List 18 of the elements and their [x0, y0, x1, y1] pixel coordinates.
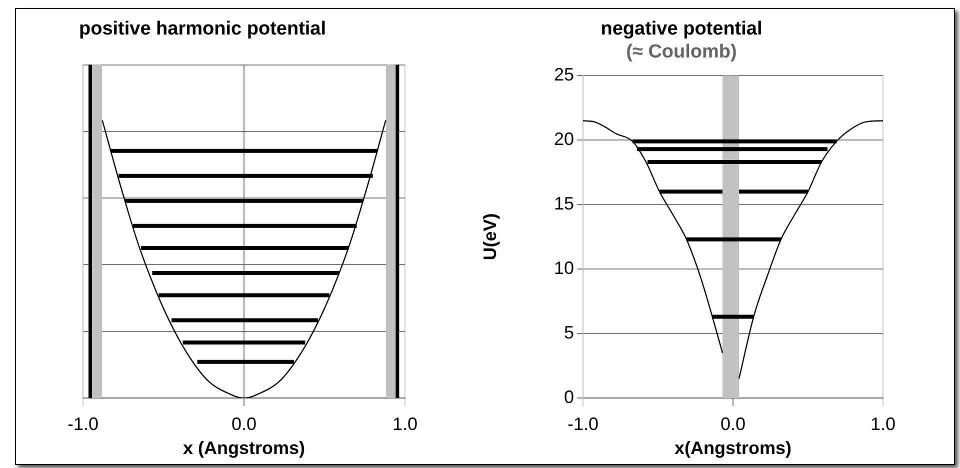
y-tick-label: 15	[554, 194, 574, 214]
x-tick-label: -1.0	[67, 414, 99, 434]
x-tick-label: 0.0	[720, 414, 746, 434]
x-tick-label: 0.0	[231, 414, 257, 434]
x-axis-title: x(Angstroms)	[674, 438, 792, 458]
y-tick-label: 10	[554, 258, 574, 278]
chart-title: positive harmonic potential	[78, 18, 326, 40]
x-tick-label: 1.0	[870, 414, 896, 434]
chart-title: negative potential	[600, 18, 762, 40]
y-tick-label: 0	[564, 386, 574, 407]
x-tick-label: 1.0	[392, 414, 418, 434]
chart-subtitle: (≈ Coulomb)	[626, 41, 737, 62]
x-tick-label: -1.0	[567, 414, 599, 434]
y-tick-label: 5	[564, 322, 574, 342]
x-axis-title: x (Angstroms)	[182, 438, 306, 458]
y-tick-label: 25	[554, 64, 574, 85]
y-axis-title: U(eV)	[480, 213, 500, 260]
y-tick-label: 20	[554, 129, 574, 150]
